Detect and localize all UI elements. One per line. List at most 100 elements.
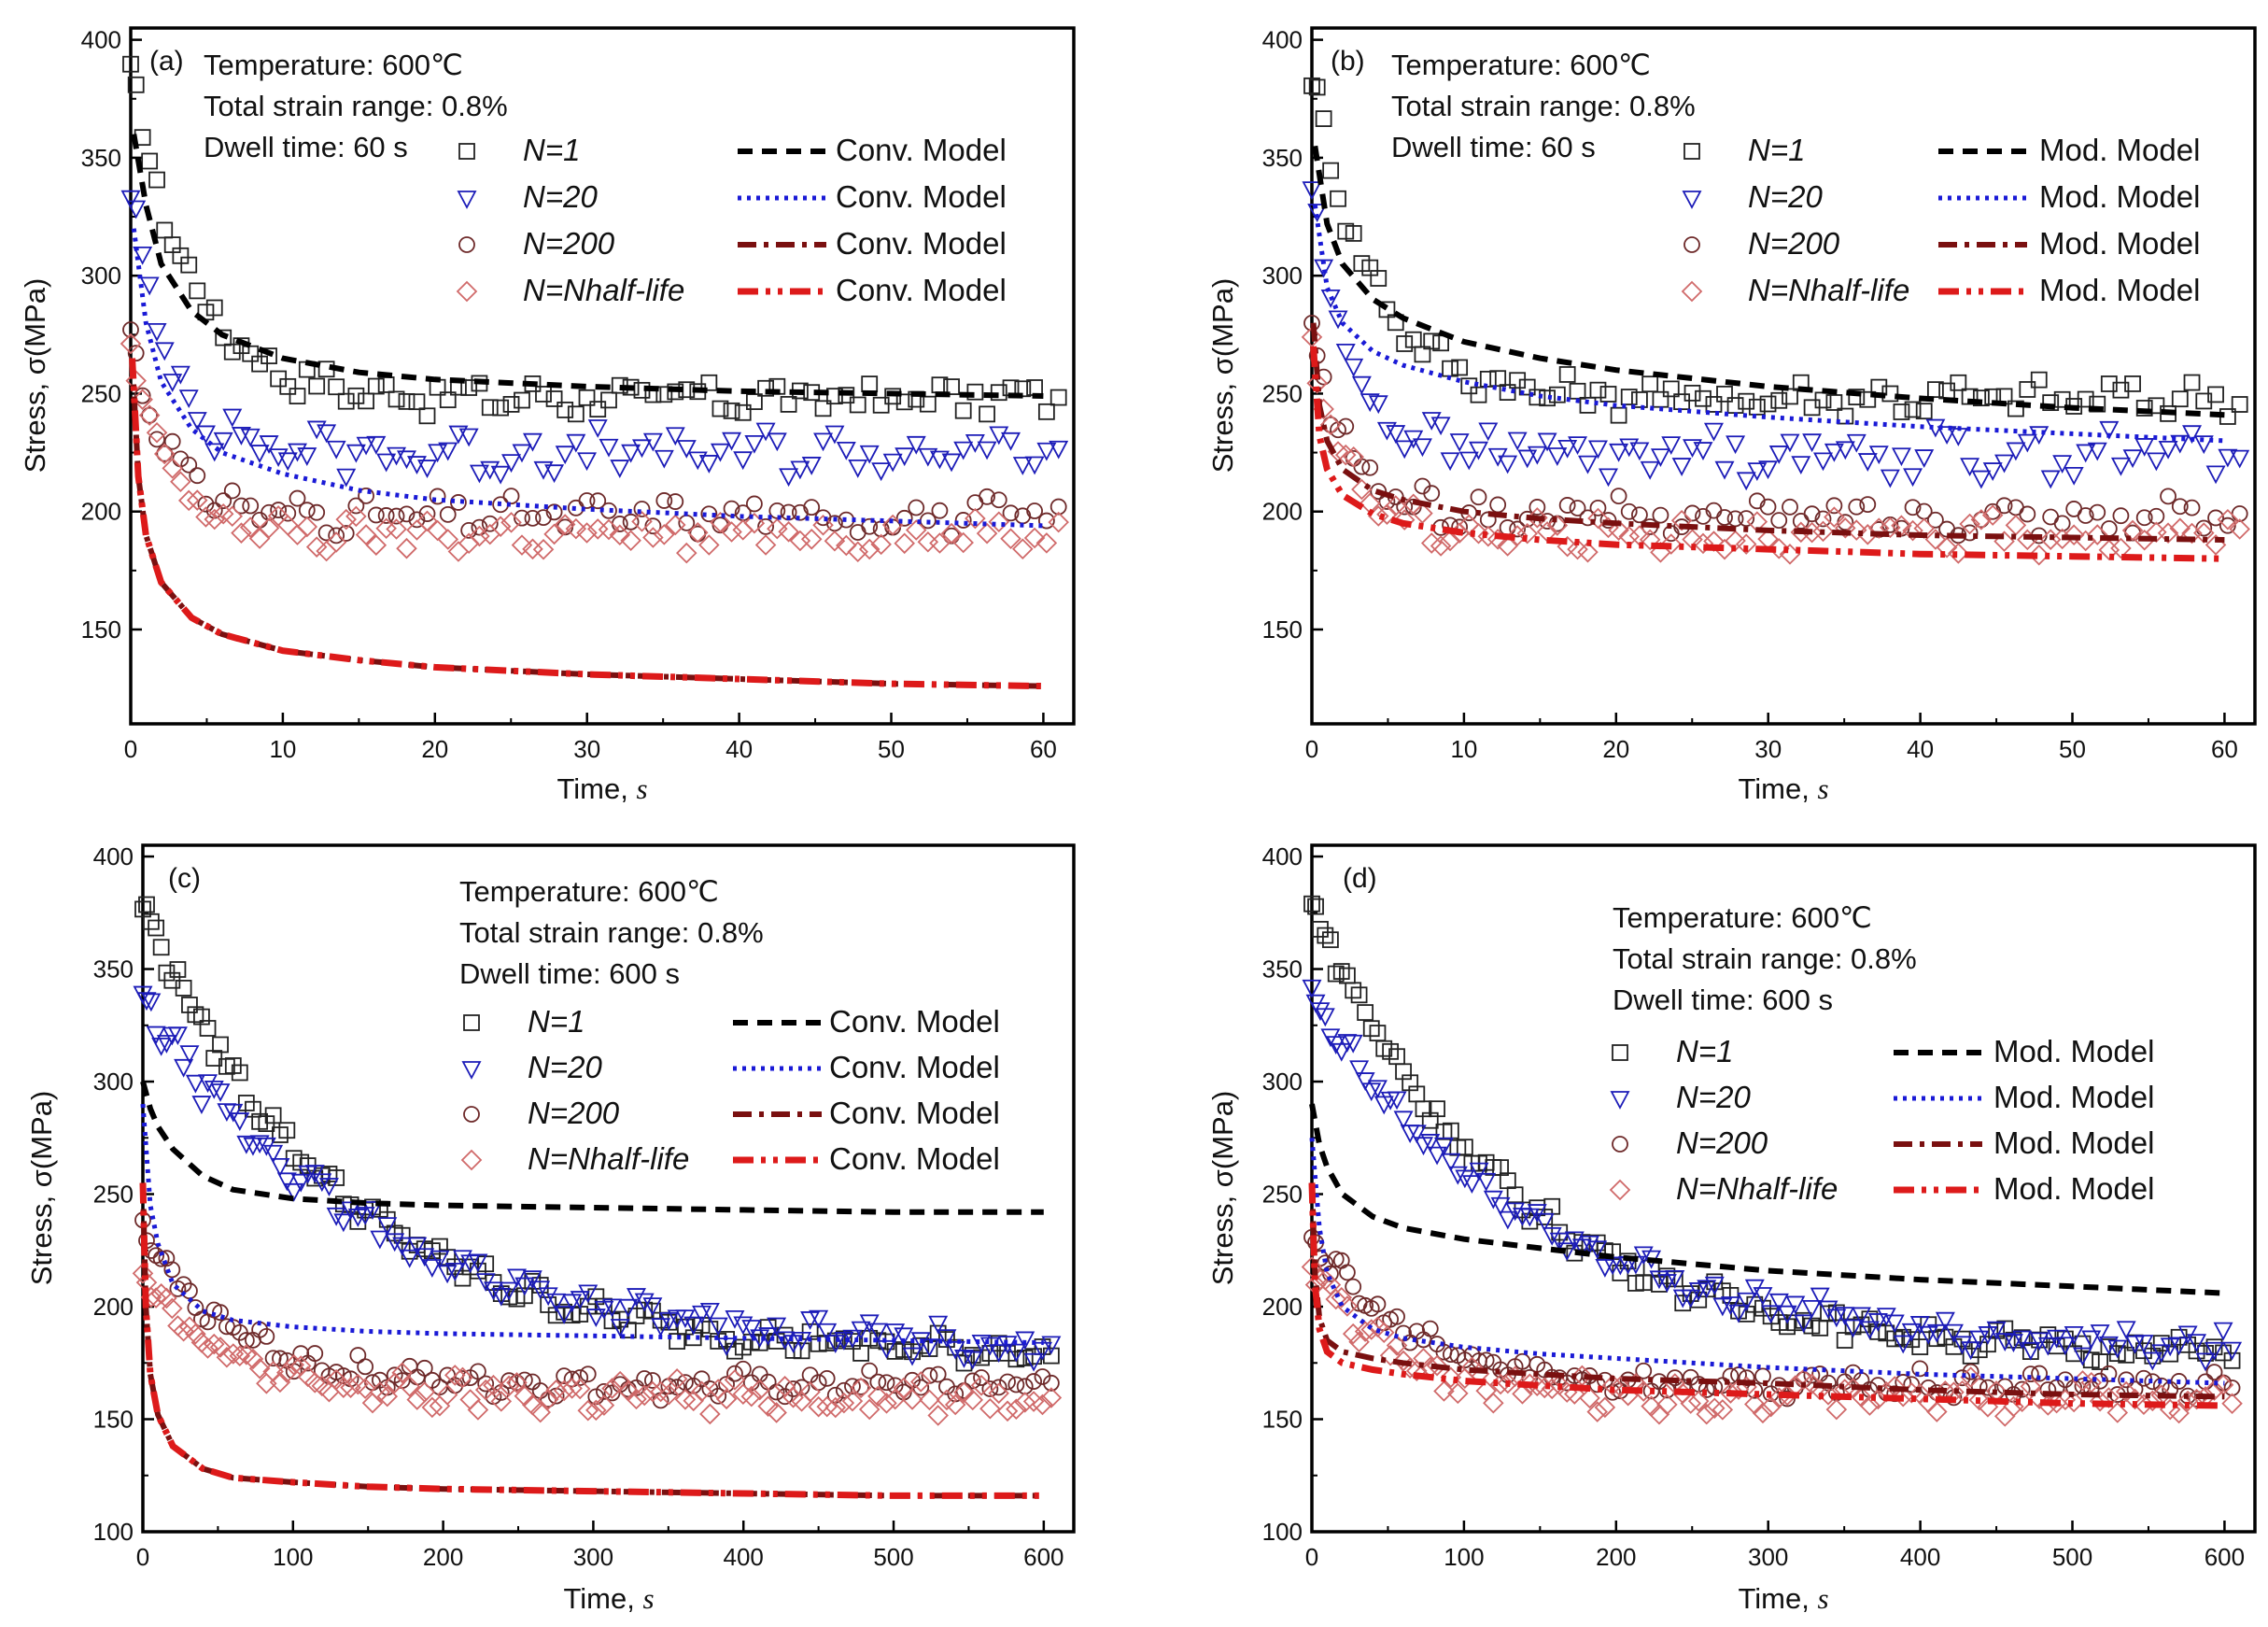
- panel-a-x-tick-label: 40: [725, 735, 753, 763]
- panel-b-data-point: [1859, 496, 1877, 513]
- panel-a-data-point: [813, 432, 834, 452]
- panel-c-data-point: [264, 1107, 282, 1125]
- panel-d-data-point: [1461, 1175, 1482, 1195]
- panel-c-data-point: [276, 1172, 297, 1192]
- panel-c-data-point: [1040, 1387, 1063, 1408]
- panel-a-data-point: [642, 527, 664, 548]
- panel-d-legend: N=1 Mod. Model N=20 Mod. Model N=200 Mod. Mod…: [1609, 1034, 2154, 1206]
- panel-b-data-point: [2195, 392, 2213, 410]
- panel-c-data-point: [650, 1380, 671, 1403]
- panel-d-data-point: [1325, 1288, 1347, 1310]
- panel-c-data-point: [988, 1382, 1009, 1405]
- panel-b-data-point: [1302, 181, 1322, 201]
- panel-c-data-point: [633, 1384, 655, 1407]
- panel-a-data-point: [790, 460, 810, 480]
- panel-c-data-point: [1007, 1376, 1025, 1394]
- panel-d-note-dwell: Dwell time: 600 s: [1613, 983, 1833, 1016]
- panel-d-data-point: [2162, 1345, 2179, 1363]
- panel-d-data-point: [2169, 1337, 2190, 1356]
- panel-c-data-point: [173, 1320, 194, 1342]
- panel-c-data-point: [626, 1388, 647, 1410]
- panel-c-data-point: [569, 1378, 591, 1400]
- panel-c-data-point: [783, 1335, 804, 1354]
- panel-a-legend-label: N=200: [523, 226, 615, 261]
- panel-a-note-strain: Total strain range: 0.8%: [204, 90, 508, 122]
- panel-c-data-point: [675, 1309, 696, 1329]
- panel-b-data-point: [1959, 513, 1980, 535]
- panel-d-data-point: [1367, 1080, 1388, 1099]
- panel-c-data-point: [767, 1317, 787, 1337]
- panel-b-data-point: [1335, 343, 1356, 362]
- panel-a-data-point: [861, 517, 879, 535]
- panel-a-data-point: [205, 299, 223, 317]
- panel-c-data-point: [222, 1343, 245, 1365]
- panel-d-legend-model-label: Mod. Model: [1993, 1171, 2154, 1206]
- panel-b-data-point: [1868, 517, 1890, 539]
- panel-d-y-tick-label: 350: [1262, 955, 1303, 983]
- panel-d-data-point: [1817, 1384, 1839, 1406]
- panel-c-data-point: [734, 1360, 752, 1378]
- panel-c-data-point: [187, 1006, 204, 1024]
- panel-c-data-point: [928, 1315, 949, 1335]
- panel-a-data-point: [803, 499, 821, 516]
- panel-a-legend-marker: [457, 191, 477, 209]
- panel-c-data-point: [901, 1389, 923, 1410]
- panel-d-data-point: [2063, 1391, 2085, 1413]
- panel-d-data-point: [1527, 1204, 1547, 1223]
- panel-b-data-point: [1568, 436, 1588, 456]
- panel-d-data-point: [2213, 1322, 2233, 1341]
- panel-b-data-point: [1738, 510, 1755, 528]
- panel-c-data-point: [416, 1359, 433, 1377]
- panel-c-data-point: [263, 1144, 284, 1164]
- panel-a-data-point: [328, 527, 345, 545]
- panel-a-y-tick-label: 400: [81, 26, 121, 54]
- panel-c-data-point: [209, 1337, 232, 1358]
- panel-a-data-point: [789, 530, 811, 552]
- panel-c-data-point: [459, 1389, 481, 1410]
- panel-d-data-point: [1961, 1341, 1981, 1361]
- panel-c-data-point: [825, 1335, 846, 1353]
- panel-a-data-point: [480, 460, 500, 480]
- panel-c-data-point: [278, 1122, 296, 1139]
- panel-c-data-point: [152, 1250, 170, 1267]
- panel-c-data-point: [724, 1369, 746, 1391]
- panel-c-data-point: [235, 1344, 258, 1365]
- panel-b-data-point: [1558, 497, 1576, 514]
- panel-d-data-point: [2221, 1393, 2243, 1415]
- panel-c-y-tick-label: 150: [93, 1406, 134, 1434]
- panel-a-data-point: [258, 517, 280, 539]
- panel-b-data-point: [1303, 77, 1320, 94]
- panel-b-data-point: [1469, 441, 1488, 460]
- panel-d-data-point: [1429, 1100, 1445, 1118]
- panel-a-data-point: [631, 511, 653, 532]
- panel-b-data-point: [1824, 506, 1845, 528]
- panel-d-data-point: [1317, 927, 1334, 944]
- panel-c-data-point: [530, 1280, 551, 1300]
- panel-a-data-point: [587, 419, 608, 438]
- panel-a-series-N200: [122, 321, 1067, 545]
- panel-b-data-point: [2219, 516, 2236, 534]
- panel-c-data-point: [141, 993, 162, 1012]
- panel-b-data-point: [1569, 382, 1586, 400]
- panel-c-x-tick-label: 300: [573, 1543, 613, 1571]
- panel-c-y-tick-label: 300: [93, 1068, 134, 1096]
- panel-a-data-point: [429, 488, 446, 505]
- panel-a-data-point: [377, 507, 395, 524]
- panel-c-data-point: [1014, 1392, 1036, 1413]
- panel-c-data-point: [436, 1384, 458, 1406]
- panel-d-data-point: [2064, 1325, 2084, 1345]
- panel-b-data-point: [1516, 523, 1538, 545]
- panel-c-y-tick-label: 100: [93, 1518, 134, 1546]
- panel-c-data-point: [138, 896, 155, 913]
- panel-c-data-point: [199, 1020, 217, 1037]
- panel-c-data-point: [929, 1365, 947, 1383]
- panel-b-data-point: [1693, 442, 1713, 460]
- panel-c-data-point: [878, 1374, 895, 1392]
- panel-a-data-point: [337, 392, 355, 410]
- panel-a-data-point: [376, 453, 397, 473]
- panel-a-data-point: [489, 516, 512, 537]
- panel-a-data-point: [469, 464, 489, 484]
- panel-b-data-point: [2089, 503, 2106, 521]
- panel-b-data-point: [1620, 389, 1638, 405]
